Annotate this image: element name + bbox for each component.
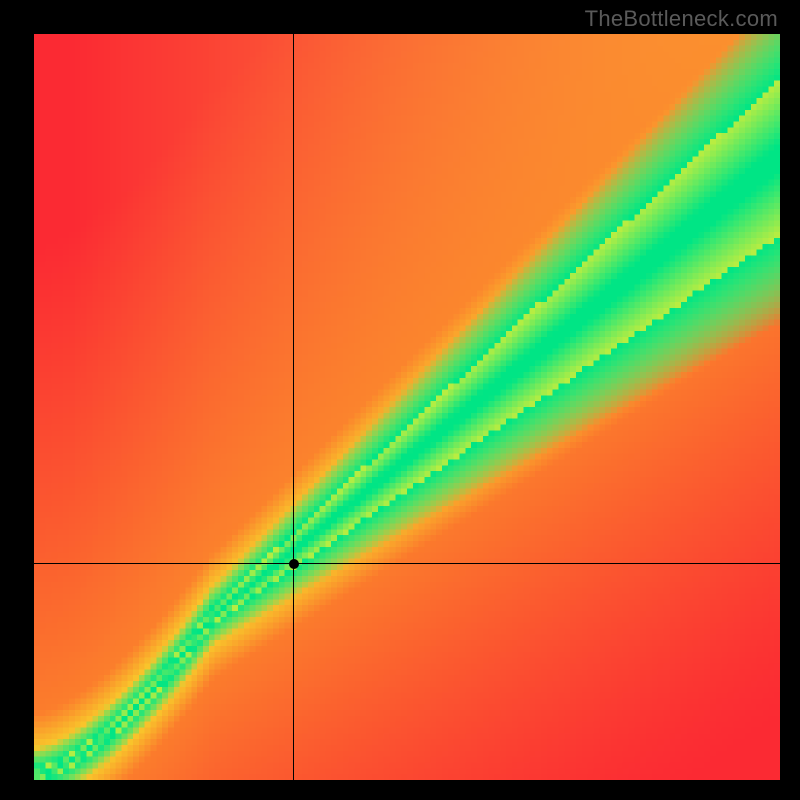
crosshair-horizontal — [34, 563, 780, 564]
marker-dot — [289, 559, 299, 569]
watermark-text: TheBottleneck.com — [585, 6, 778, 32]
heatmap-canvas — [34, 34, 780, 780]
crosshair-vertical — [293, 34, 294, 780]
chart-container: TheBottleneck.com — [0, 0, 800, 800]
